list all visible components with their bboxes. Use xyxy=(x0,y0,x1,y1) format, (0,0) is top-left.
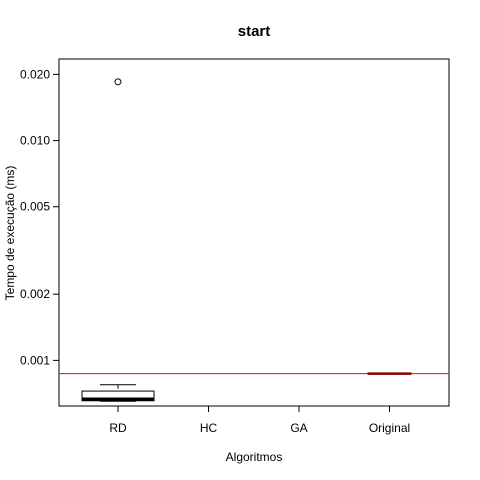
box-iqr xyxy=(81,390,155,402)
x-axis-label: Algoritmos xyxy=(226,450,283,464)
chart-title: start xyxy=(238,23,271,40)
y-axis-label: Tempo de execução (ms) xyxy=(3,166,17,301)
y-tick-label: 0.010 xyxy=(20,134,50,148)
x-tick-label: HC xyxy=(200,421,218,435)
plot-frame xyxy=(58,58,450,407)
box-rd xyxy=(81,78,155,402)
outlier-point xyxy=(114,78,122,86)
x-tick-label: RD xyxy=(109,421,127,435)
y-tick-label: 0.002 xyxy=(20,287,50,301)
y-axis: 0.001 0.002 0.005 0.010 0.020 xyxy=(20,67,59,367)
x-tick-label: GA xyxy=(290,421,307,435)
x-tick-label: Original xyxy=(369,421,410,435)
y-tick-label: 0.005 xyxy=(20,200,50,214)
chart-marks xyxy=(59,78,449,402)
x-axis: RD HC GA Original xyxy=(109,406,410,435)
y-tick-label: 0.020 xyxy=(20,67,50,81)
y-tick-label: 0.001 xyxy=(20,353,50,367)
